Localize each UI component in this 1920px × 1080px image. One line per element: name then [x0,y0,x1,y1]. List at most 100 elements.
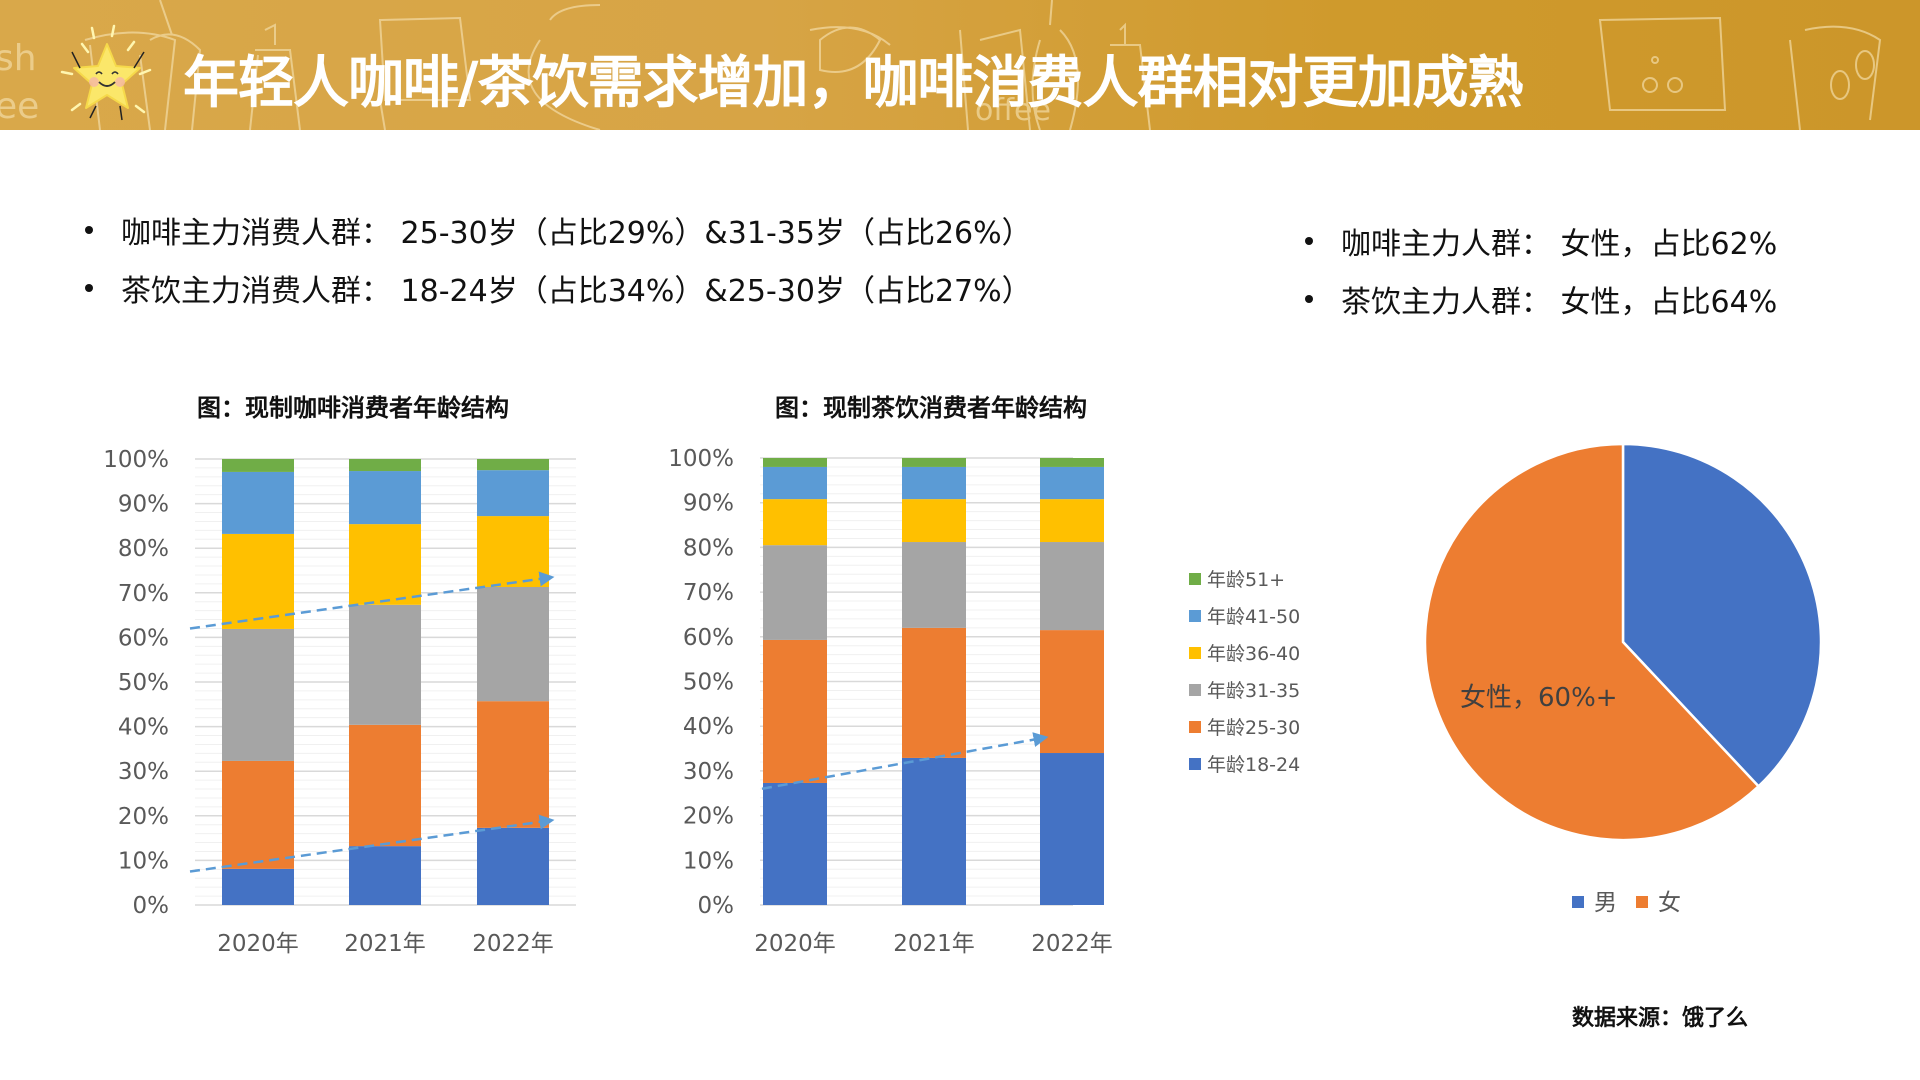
trend-arrow [189,571,555,630]
bar-segment-年龄25-30 [763,639,827,783]
y-tick-label: 40% [683,714,734,740]
legend-label: 年龄18-24 [1207,754,1300,776]
bullet-text: 咖啡主力消费人群： 25-30岁（占比29%）&31-35岁（占比26%） [121,216,1032,251]
bar-segment-年龄31-35 [763,545,827,640]
bar-segment-年龄51+ [349,459,421,472]
bar-segment-年龄31-35 [477,587,549,702]
bar-segment-年龄31-35 [902,542,966,628]
y-tick-label: 60% [118,625,169,651]
pie-slice-女 [1423,442,1761,842]
bullet-icon [1305,295,1313,303]
y-tick-label: 50% [118,670,169,696]
x-tick-label: 2020年 [217,931,299,957]
data-source: 数据来源：饿了么 [1572,1006,1749,1031]
trend-arrow [761,732,1049,791]
y-tick-label: 30% [118,759,169,785]
y-tick-label: 100% [668,446,734,472]
svg-text:sh: sh [0,38,37,79]
bar-segment-年龄41-50 [477,470,549,517]
smiling-star-icon [60,24,152,121]
bar-segment-年龄18-24 [763,782,827,905]
bar-segment-年龄41-50 [1040,466,1104,500]
header-banner: sh ee offee [0,0,1920,130]
y-tick-label: 20% [683,804,734,830]
pie-legend-label: 女 [1658,890,1681,916]
stacked-bar-chart-coffee: 0% 10% 20% 30% 40% 50% 60% 70% 80% 90% 100% 2020年 20… [103,447,576,957]
bar-segment-年龄36-40 [1040,499,1104,543]
y-tick-label: 10% [683,848,734,874]
y-tick-label: 30% [683,759,734,785]
bar-segment-年龄41-50 [349,471,421,525]
legend-swatch [1189,610,1201,622]
legend-label: 年龄41-50 [1207,606,1300,628]
x-tick-label: 2021年 [893,931,975,957]
bar-segment-年龄36-40 [349,524,421,605]
bar-segment-年龄18-24 [477,827,549,905]
gender-pie-chart: 女性，60%+ 男 女 [1423,442,1823,916]
page-title: 年轻人咖啡/茶饮需求增加，咖啡消费人群相对更加成熟 [183,51,1523,116]
bullet-text: 茶饮主力消费人群： 18-24岁（占比34%）&25-30岁（占比27%） [121,274,1032,309]
bar-segment-年龄36-40 [477,516,549,588]
x-tick-label: 2022年 [472,931,554,957]
bar-segment-年龄51+ [222,459,294,472]
coffee-chart-title: 图：现制咖啡消费者年龄结构 [197,394,509,422]
y-tick-label: 70% [118,581,169,607]
pie-legend-swatch [1636,896,1648,908]
stacked-bar-chart-tea: 0% 10% 20% 30% 40% 50% 60% 70% 80% 90% 100% 2020年 20… [668,446,1113,957]
y-tick-label: 60% [683,625,734,651]
bar-segment-年龄51+ [902,458,966,467]
tea-chart-title: 图：现制茶饮消费者年龄结构 [775,394,1087,422]
bar-segment-年龄18-24 [222,868,294,905]
bullet-coffee-gender: 咖啡主力人群： 女性，占比62% [1305,212,1777,270]
legend-swatch [1189,721,1201,733]
legend-swatch [1189,647,1201,659]
bar-segment-年龄51+ [477,459,549,471]
bullet-tea-gender: 茶饮主力人群： 女性，占比64% [1305,270,1777,328]
legend-swatch [1189,758,1201,770]
y-tick-label: 80% [683,535,734,561]
y-tick-label: 80% [118,536,169,562]
bar-segment-年龄41-50 [763,466,827,500]
y-tick-label: 90% [118,492,169,518]
y-tick-label: 0% [698,893,735,919]
x-tick-label: 2020年 [754,931,836,957]
coffee-doodle-background: sh ee offee [0,0,1882,130]
y-tick-label: 70% [683,580,734,606]
y-tick-label: 90% [683,491,734,517]
y-tick-label: 100% [103,447,169,473]
legend-label: 年龄31-35 [1207,680,1300,702]
bar-segment-年龄31-35 [349,604,421,725]
bullet-icon [85,226,93,234]
y-tick-label: 20% [118,804,169,830]
bullet-icon [85,284,93,292]
bullet-list-gender: 咖啡主力人群： 女性，占比62% 茶饮主力人群： 女性，占比64% [1305,212,1777,328]
bullet-tea-age: 茶饮主力消费人群： 18-24岁（占比34%）&25-30岁（占比27%） [85,259,1032,317]
tea-chart-legend: 年龄51+ 年龄41-50 年龄36-40 年龄31-35 年龄25-30 年龄18-24 [1189,569,1300,776]
bar-segment-年龄36-40 [902,499,966,543]
bar-segment-年龄36-40 [222,533,294,629]
bar-segment-年龄25-30 [222,760,294,869]
pie-legend-swatch [1572,896,1584,908]
bullet-list-age: 咖啡主力消费人群： 25-30岁（占比29%）&31-35岁（占比26%） 茶饮… [85,201,1032,317]
y-tick-label: 50% [683,670,734,696]
bar-segment-年龄31-35 [1040,542,1104,631]
legend-label: 年龄25-30 [1207,717,1300,739]
bar-segment-年龄25-30 [349,724,421,847]
legend-label: 年龄51+ [1207,569,1285,591]
legend-label: 年龄36-40 [1207,643,1300,665]
bullet-text: 咖啡主力人群： 女性，占比62% [1341,227,1778,262]
svg-text:ee: ee [0,86,39,127]
bar-segment-年龄25-30 [477,701,549,828]
bar-segment-年龄18-24 [1040,753,1104,905]
bar-segment-年龄31-35 [222,628,294,761]
y-tick-label: 0% [133,893,170,919]
bar-segment-年龄51+ [763,458,827,467]
pie-slice-男 [1621,442,1823,789]
legend-swatch [1189,684,1201,696]
bar-segment-年龄41-50 [222,471,294,534]
bar-segment-年龄41-50 [902,466,966,500]
trend-arrow [189,814,555,873]
legend-swatch [1189,573,1201,585]
pie-legend-label: 男 [1594,890,1617,916]
